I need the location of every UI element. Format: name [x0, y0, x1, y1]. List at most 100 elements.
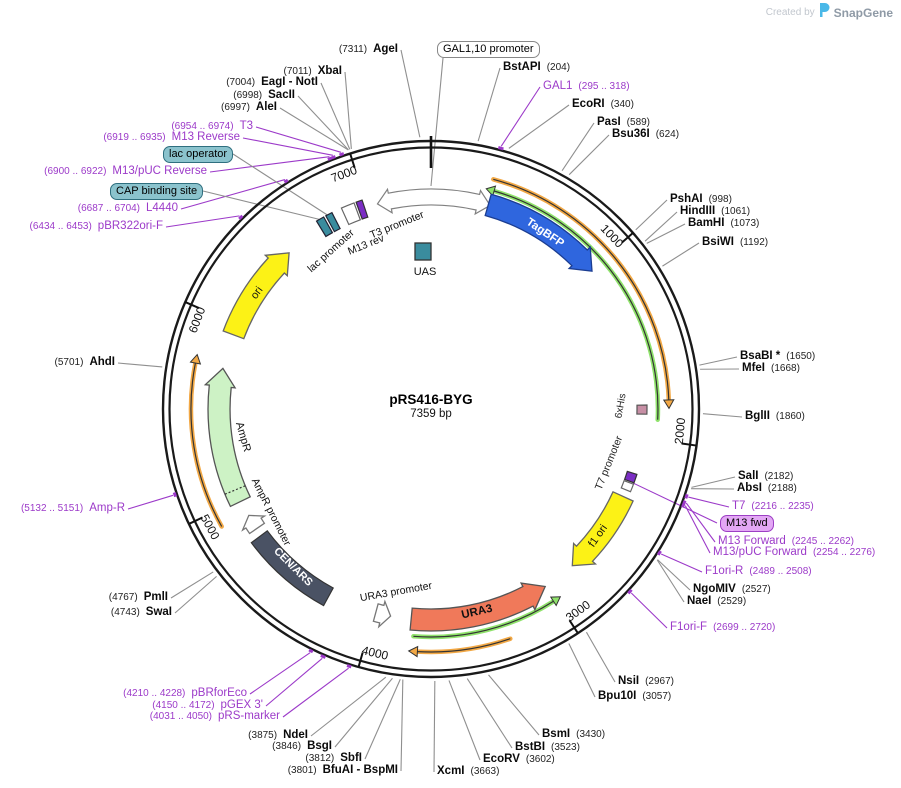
site-label-absi[interactable]: AbsI (2188) — [737, 482, 797, 495]
site-label-sali[interactable]: SalI (2182) — [738, 470, 793, 483]
site-position: (6997) — [221, 102, 250, 113]
site-label-hindiii[interactable]: HindIII (1061) — [680, 205, 750, 218]
site-label-alei[interactable]: (6997) AleI — [221, 101, 277, 114]
site-label-bstbi[interactable]: BstBI (3523) — [515, 741, 580, 754]
site-name: BfuAI - BspMI — [322, 764, 398, 776]
site-label-mfei[interactable]: MfeI (1668) — [742, 362, 800, 375]
site-label-xcmi[interactable]: XcmI (3663) — [437, 765, 499, 778]
feature-uas[interactable] — [414, 242, 432, 261]
site-label-bsiwi[interactable]: BsiWI (1192) — [702, 236, 768, 249]
site-label-ahdi[interactable]: (5701) AhdI — [55, 356, 115, 369]
site-label-nsii[interactable]: NsiI (2967) — [618, 675, 674, 688]
feature-ura3-promoter[interactable] — [372, 599, 392, 629]
feature-tagbfp-cds[interactable] — [484, 193, 593, 272]
site-label-pasi[interactable]: PasI (589) — [597, 116, 650, 129]
site-label-pbr322ori-f[interactable]: (6434 .. 6453) pBR322ori-F — [30, 220, 163, 233]
site-label-prs-marker[interactable]: (4031 .. 4050) pRS-marker — [150, 710, 280, 723]
site-position: (2529) — [717, 596, 747, 607]
leader-line-ecori — [508, 104, 570, 149]
site-name: XcmI — [437, 765, 465, 777]
feature-his6-tag[interactable] — [636, 404, 648, 415]
site-label-pmli[interactable]: (4767) PmlI — [109, 591, 168, 604]
feature-m13-fwd-site[interactable] — [620, 479, 635, 493]
site-name: M13/pUC Forward — [713, 546, 807, 558]
site-label-bfuai-bspmi[interactable]: (3801) BfuAI - BspMI — [288, 764, 398, 777]
site-label-m13-puc-reverse[interactable]: (6900 .. 6922) M13/pUC Reverse — [44, 165, 207, 178]
site-label-l4440[interactable]: (6687 .. 6704) L4440 — [78, 202, 178, 215]
leader-line-bstapi — [477, 67, 501, 142]
boxed-label-lac-operator[interactable]: lac operator — [163, 146, 234, 163]
feature-t7-promoter-box[interactable] — [623, 470, 638, 484]
site-name: BstAPI — [503, 61, 541, 73]
site-label-xbai[interactable]: (7011) XbaI — [284, 65, 342, 78]
feature-lac-promoter-box2[interactable] — [324, 211, 341, 233]
site-label-bstapi[interactable]: BstAPI (204) — [503, 61, 570, 74]
feature-t3-promoter-box[interactable] — [355, 199, 369, 220]
site-label-swai[interactable]: (4743) SwaI — [111, 606, 172, 619]
boxed-label-cap-binding-site[interactable]: CAP binding site — [110, 183, 204, 200]
site-label-bsu36i[interactable]: Bsu36I (624) — [612, 128, 679, 141]
boxed-label-m13-fwd[interactable]: M13 fwd — [720, 515, 774, 532]
site-label-sbfi[interactable]: (3812) SbfI — [305, 752, 362, 765]
site-label-t7[interactable]: T7 (2216 .. 2235) — [732, 500, 814, 513]
site-position: (2245 .. 2262) — [791, 536, 855, 547]
boxed-label-gal1-10-promoter[interactable]: GAL1,10 promoter — [437, 41, 540, 58]
leader-line-pbrforeco — [249, 652, 311, 695]
feature-cen-ars[interactable] — [250, 529, 335, 607]
plasmid-title: pRS416-BYG 7359 bp — [389, 392, 472, 420]
site-name: BsmI — [542, 728, 571, 740]
primer-binding-mark — [327, 155, 336, 161]
tick-3000 — [568, 620, 579, 634]
feature-m13-rev-site[interactable] — [340, 202, 362, 226]
site-position: (624) — [655, 129, 680, 140]
site-name: SacII — [268, 89, 295, 101]
leader-line-pmli — [170, 571, 214, 599]
site-label-m13-forward[interactable]: M13 Forward (2245 .. 2262) — [718, 535, 854, 548]
site-label-sacii[interactable]: (6998) SacII — [233, 89, 295, 102]
site-label-ndei[interactable]: (3875) NdeI — [248, 729, 308, 742]
site-label-pshai[interactable]: PshAI (998) — [670, 193, 732, 206]
site-label-eagi-noti[interactable]: (7004) EagI - NotI — [226, 76, 318, 89]
site-label-t3[interactable]: (6954 .. 6974) T3 — [171, 120, 253, 133]
site-label-amp-r[interactable]: (5132 .. 5151) Amp-R — [21, 502, 125, 515]
site-position: (3801) — [287, 765, 317, 776]
feature-ampr-cds[interactable] — [203, 367, 252, 508]
leader-line-m13-forward — [685, 502, 716, 543]
site-name: SalI — [738, 470, 759, 482]
feature-gal110-promoter[interactable] — [376, 187, 491, 216]
site-label-ngomiv[interactable]: NgoMIV (2527) — [693, 583, 771, 596]
site-label-agei[interactable]: (7311) AgeI — [339, 43, 398, 56]
leader-line-bamhi — [646, 223, 686, 244]
feature-ampr-promoter[interactable] — [241, 514, 267, 535]
feature-ori[interactable] — [222, 252, 290, 340]
site-position: (6900 .. 6922) — [44, 166, 107, 177]
site-position: (4150 .. 4172) — [152, 700, 215, 711]
site-label-m13-puc-forward[interactable]: M13/pUC Forward (2254 .. 2276) — [713, 546, 875, 559]
site-label-bsgi[interactable]: (3846) BsgI — [272, 740, 332, 753]
feature-lac-promoter-box1[interactable] — [315, 216, 334, 238]
site-label-gal1[interactable]: GAL1 (295 .. 318) — [543, 80, 630, 93]
tick-6000 — [184, 301, 200, 309]
site-label-pgex-3-[interactable]: (4150 .. 4172) pGEX 3' — [152, 699, 263, 712]
site-label-bsmi[interactable]: BsmI (3430) — [542, 728, 605, 741]
feature-ura3-cds[interactable] — [409, 582, 547, 632]
site-label-naei[interactable]: NaeI (2529) — [687, 595, 746, 608]
site-label-ecori[interactable]: EcoRI (340) — [572, 98, 634, 111]
leader-line-pbr322ori-f — [165, 215, 240, 228]
site-label-f1ori-r[interactable]: F1ori-R (2489 .. 2508) — [705, 565, 812, 578]
feature-orf-green-ura3-core — [413, 600, 554, 638]
site-label-bsabi-[interactable]: BsaBI * (1650) — [740, 350, 815, 363]
leader-line-pshai — [635, 199, 668, 231]
site-label-bglii[interactable]: BglII (1860) — [745, 410, 805, 423]
feature-orf-green-ura3-head — [549, 596, 562, 607]
leader-line-bsabi- — [699, 356, 738, 366]
site-label-f1ori-f[interactable]: F1ori-F (2699 .. 2720) — [670, 621, 775, 634]
site-label-bamhi[interactable]: BamHI (1073) — [688, 217, 759, 230]
tick-5000 — [188, 516, 203, 525]
site-label-pbrforeco[interactable]: (4210 .. 4228) pBRforEco — [123, 687, 247, 700]
feature-f1-ori[interactable] — [571, 490, 634, 567]
site-label-bpu10i[interactable]: Bpu10I (3057) — [598, 690, 671, 703]
site-position: (4743) — [110, 607, 140, 618]
site-label-m13-reverse[interactable]: (6919 .. 6935) M13 Reverse — [103, 131, 240, 144]
site-label-ecorv[interactable]: EcoRV (3602) — [483, 753, 555, 766]
